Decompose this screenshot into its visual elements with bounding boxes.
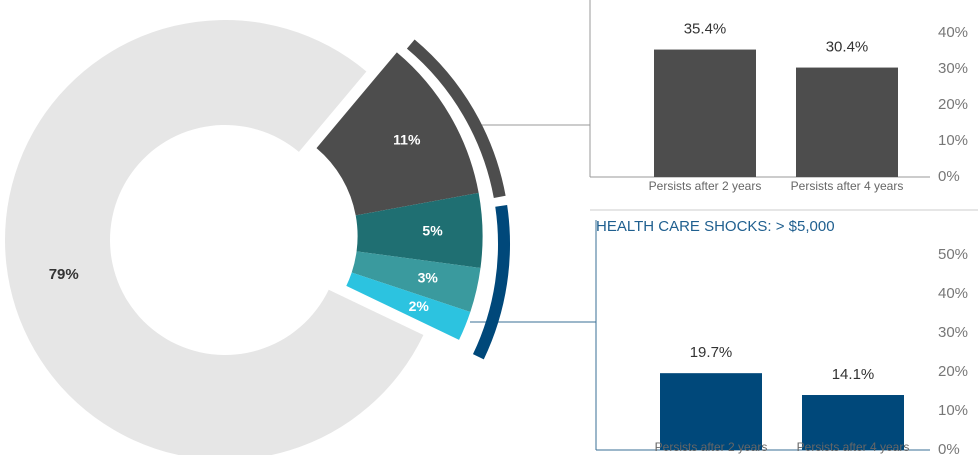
x-tick-label: Persists after 4 years — [797, 440, 910, 454]
donut-slice — [355, 192, 483, 268]
value-label: 19.7% — [690, 344, 733, 361]
y-tick-label: 0% — [938, 168, 960, 185]
slice-label: 11% — [393, 131, 421, 147]
donut-slice — [5, 20, 424, 455]
donut-slice — [346, 272, 471, 340]
y-tick-label: 20% — [938, 96, 968, 113]
y-tick-label: 10% — [938, 132, 968, 149]
y-tick-label: 30% — [938, 60, 968, 77]
y-tick-label: 0% — [938, 441, 960, 455]
value-label: 35.4% — [684, 21, 727, 38]
bracket — [406, 39, 506, 198]
bar — [654, 49, 756, 178]
chart-title: HEALTH CARE SHOCKS: > $5,000 — [596, 218, 835, 235]
slice-label: 2% — [409, 298, 430, 314]
slice-label: 3% — [418, 270, 439, 286]
bar — [802, 395, 904, 450]
y-tick-label: 40% — [938, 285, 968, 302]
donut-slice — [316, 52, 479, 216]
donut-slice — [351, 251, 481, 312]
y-tick-label: 20% — [938, 363, 968, 380]
bracket — [472, 204, 510, 360]
y-tick-label: 40% — [938, 24, 968, 41]
value-label: 30.4% — [826, 39, 869, 56]
slice-label: 5% — [422, 222, 443, 238]
value-label: 14.1% — [832, 366, 875, 383]
y-tick-label: 30% — [938, 324, 968, 341]
y-tick-label: 50% — [938, 246, 968, 263]
x-tick-label: Persists after 4 years — [791, 179, 904, 193]
bar — [660, 373, 762, 450]
x-tick-label: Persists after 2 years — [649, 179, 762, 193]
x-tick-label: Persists after 2 years — [655, 440, 768, 454]
slice-label: 79% — [49, 266, 79, 283]
bar — [796, 67, 898, 177]
y-tick-label: 10% — [938, 402, 968, 419]
